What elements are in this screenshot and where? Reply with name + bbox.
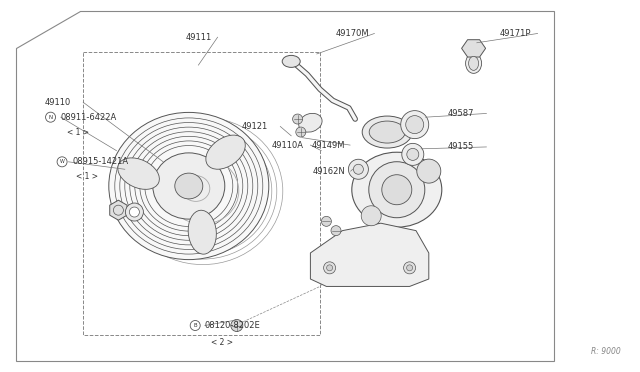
Text: < 1 >: < 1 > bbox=[67, 128, 89, 137]
Circle shape bbox=[129, 207, 140, 217]
Text: < 2 >: < 2 > bbox=[211, 338, 233, 347]
Circle shape bbox=[404, 262, 415, 274]
Circle shape bbox=[292, 114, 303, 124]
Text: 08120-8202E: 08120-8202E bbox=[205, 321, 260, 330]
Text: 08915-1421A: 08915-1421A bbox=[72, 157, 129, 166]
Circle shape bbox=[401, 110, 429, 139]
Ellipse shape bbox=[352, 152, 442, 227]
Circle shape bbox=[382, 175, 412, 205]
Text: 49587: 49587 bbox=[448, 109, 474, 118]
Circle shape bbox=[361, 206, 381, 226]
Text: 49110: 49110 bbox=[45, 98, 71, 107]
Circle shape bbox=[125, 203, 143, 221]
Circle shape bbox=[326, 265, 333, 271]
Ellipse shape bbox=[188, 210, 216, 254]
Circle shape bbox=[402, 143, 424, 166]
Ellipse shape bbox=[468, 57, 479, 70]
Ellipse shape bbox=[109, 112, 269, 260]
Circle shape bbox=[369, 162, 425, 218]
Text: 49149M: 49149M bbox=[312, 141, 345, 150]
Text: 49155: 49155 bbox=[448, 142, 474, 151]
Ellipse shape bbox=[369, 121, 405, 143]
Ellipse shape bbox=[282, 55, 300, 67]
Circle shape bbox=[296, 127, 306, 137]
Circle shape bbox=[417, 159, 441, 183]
Text: 49110A: 49110A bbox=[272, 141, 304, 150]
Polygon shape bbox=[16, 11, 554, 361]
Polygon shape bbox=[461, 40, 486, 57]
Ellipse shape bbox=[466, 53, 482, 73]
Circle shape bbox=[231, 320, 243, 331]
Text: < 1 >: < 1 > bbox=[76, 172, 97, 181]
Text: 49170M: 49170M bbox=[336, 29, 370, 38]
Text: 08911-6422A: 08911-6422A bbox=[61, 113, 117, 122]
Ellipse shape bbox=[206, 135, 245, 169]
Circle shape bbox=[324, 262, 335, 274]
Text: W: W bbox=[60, 159, 65, 164]
Polygon shape bbox=[310, 223, 429, 286]
Circle shape bbox=[353, 164, 364, 174]
Ellipse shape bbox=[175, 173, 203, 199]
Polygon shape bbox=[109, 200, 127, 220]
Ellipse shape bbox=[118, 158, 159, 189]
Text: N: N bbox=[49, 115, 52, 120]
Text: 49121: 49121 bbox=[242, 122, 268, 131]
Circle shape bbox=[321, 217, 332, 226]
Circle shape bbox=[406, 116, 424, 134]
Ellipse shape bbox=[362, 116, 412, 148]
Circle shape bbox=[331, 226, 341, 235]
Circle shape bbox=[407, 148, 419, 160]
Ellipse shape bbox=[153, 153, 225, 219]
Text: 49171P: 49171P bbox=[499, 29, 531, 38]
Text: 49111: 49111 bbox=[185, 33, 212, 42]
Text: R: 9000: R: 9000 bbox=[591, 347, 621, 356]
Text: B: B bbox=[193, 323, 197, 328]
Ellipse shape bbox=[299, 113, 322, 132]
Circle shape bbox=[348, 159, 369, 179]
Text: 49162N: 49162N bbox=[312, 167, 345, 176]
Circle shape bbox=[406, 265, 413, 271]
